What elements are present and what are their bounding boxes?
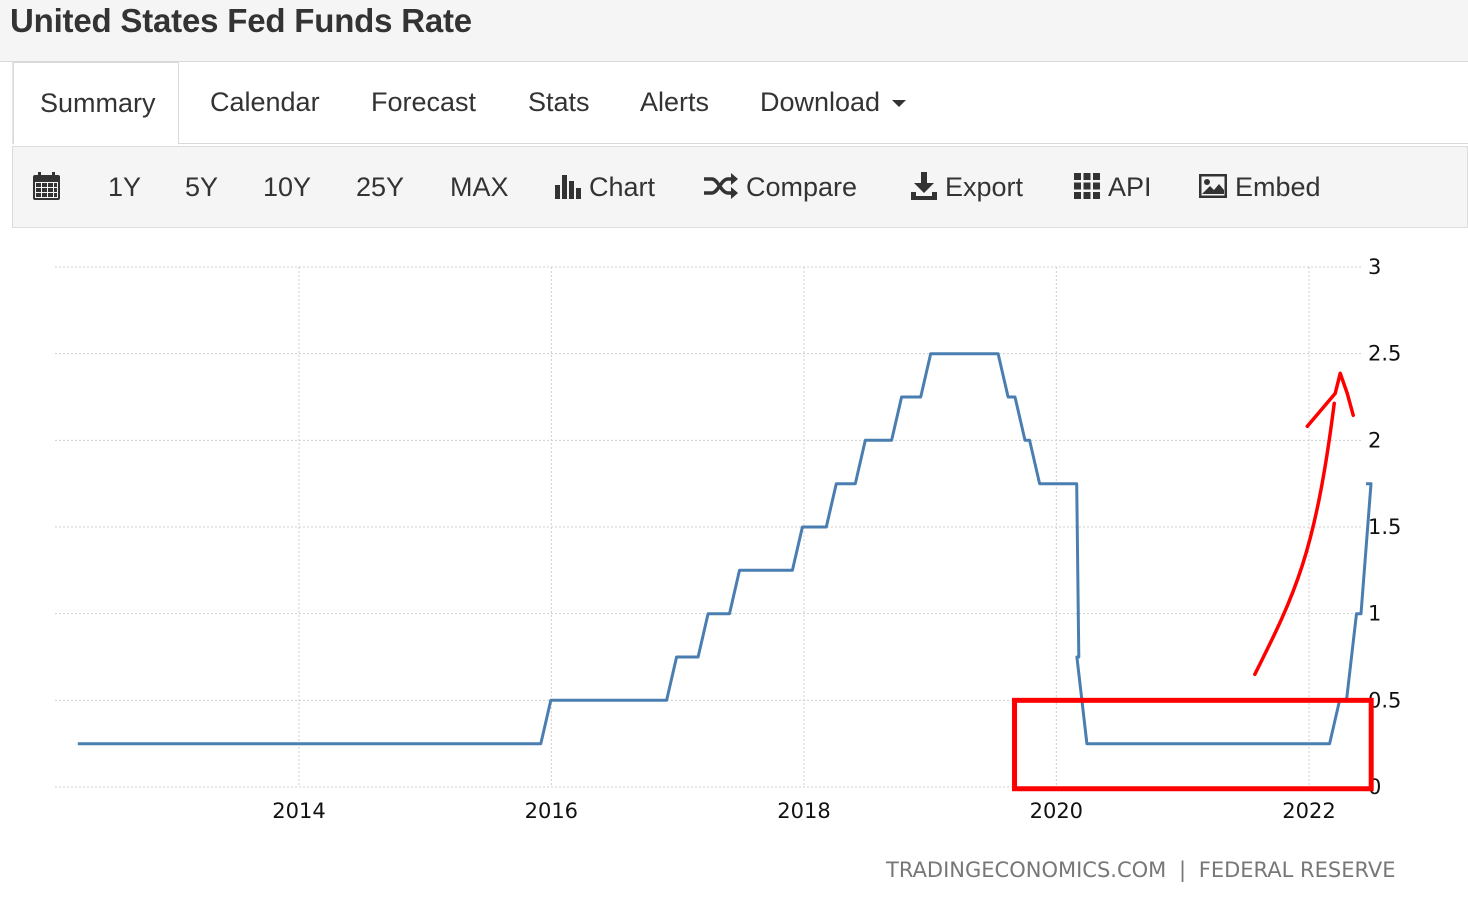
hand-drawn-arrow-shaft: [1253, 401, 1336, 677]
compare-button-label: Compare: [746, 172, 858, 202]
tab-summary[interactable]: Summary: [13, 62, 179, 145]
range-1y-button[interactable]: 1Y: [108, 172, 142, 202]
range-max-button[interactable]: MAX: [450, 172, 509, 202]
y-tick-label: 3: [1368, 255, 1381, 279]
compare-button[interactable]: Compare: [704, 147, 857, 227]
api-button-label: API: [1108, 172, 1152, 202]
highlight-rectangle: [1012, 697, 1374, 792]
tab-alerts-label: Alerts: [640, 87, 710, 117]
image-icon: [1199, 173, 1227, 198]
source-credit: TRADINGECONOMICS.COM | FEDERAL RESERVE: [886, 858, 1396, 882]
fed-funds-rate-line: [77, 352, 1373, 746]
tab-download[interactable]: Download: [760, 62, 907, 144]
x-tick-label: 2022: [1282, 799, 1335, 823]
download-icon: [911, 171, 937, 200]
tab-alerts[interactable]: Alerts: [640, 62, 709, 144]
shuffle-icon: [704, 172, 738, 199]
tab-calendar[interactable]: Calendar: [210, 62, 320, 144]
y-tick-label: 1.5: [1368, 515, 1401, 539]
x-tick-label: 2020: [1030, 799, 1083, 823]
chart-button-label: Chart: [589, 172, 656, 202]
tab-download-label: Download: [760, 87, 881, 117]
bar-chart-icon: [555, 173, 581, 199]
y-tick-label: 2: [1368, 428, 1381, 452]
chart-toolbar: 1Y 5Y 10Y 25Y MAX Chart Compare Export A…: [12, 146, 1468, 228]
export-button-label: Export: [945, 172, 1024, 202]
embed-button[interactable]: Embed: [1199, 147, 1321, 227]
source-separator: |: [1178, 858, 1187, 882]
caret-down-icon: [892, 100, 907, 108]
range-10y-button[interactable]: 10Y: [263, 172, 312, 202]
range-25y-button[interactable]: 25Y: [356, 172, 405, 202]
api-button[interactable]: API: [1074, 147, 1152, 227]
embed-button-label: Embed: [1235, 172, 1321, 202]
tab-stats[interactable]: Stats: [528, 62, 590, 144]
source-site: TRADINGECONOMICS.COM: [886, 858, 1167, 882]
tabs-row: Summary Calendar Forecast Stats Alerts D…: [12, 62, 1468, 145]
tab-forecast[interactable]: Forecast: [371, 62, 476, 144]
page-title: United States Fed Funds Rate: [10, 2, 472, 39]
range-5y-button[interactable]: 5Y: [185, 172, 219, 202]
y-tick-label: 2.5: [1368, 342, 1401, 366]
x-tick-label: 2016: [525, 799, 578, 823]
source-agency: FEDERAL RESERVE: [1198, 858, 1396, 882]
x-tick-label: 2018: [777, 799, 830, 823]
tab-summary-label: Summary: [40, 88, 156, 118]
grid-icon: [1074, 172, 1100, 199]
calendar-button[interactable]: [33, 147, 68, 227]
tab-stats-label: Stats: [528, 87, 590, 117]
title-bar: United States Fed Funds Rate: [0, 0, 1468, 62]
calendar-icon: [33, 171, 60, 200]
chart-button[interactable]: Chart: [555, 147, 655, 227]
hand-drawn-arrow-head: [1305, 371, 1355, 429]
export-button[interactable]: Export: [911, 147, 1023, 227]
tab-calendar-label: Calendar: [210, 87, 320, 117]
x-tick-label: 2014: [272, 799, 325, 823]
tab-forecast-label: Forecast: [371, 87, 477, 117]
y-tick-label: 1: [1368, 602, 1381, 626]
